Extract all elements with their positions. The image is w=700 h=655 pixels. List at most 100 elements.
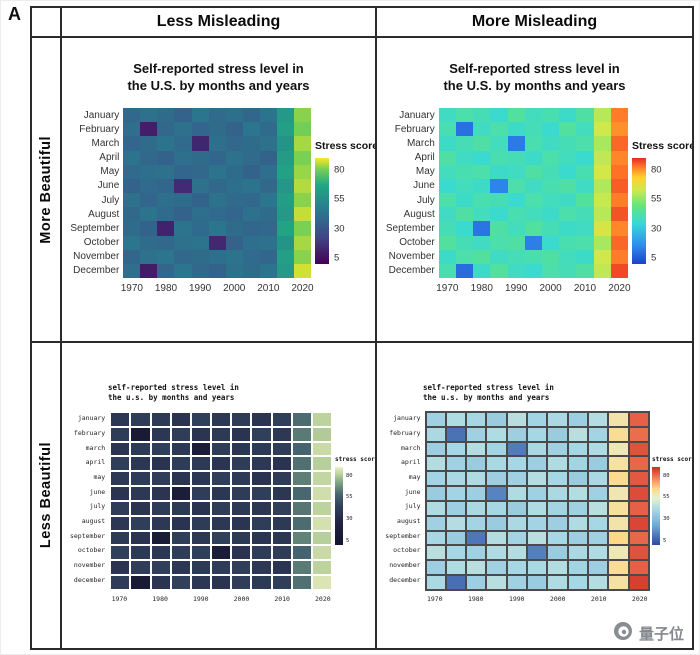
heatmap-cell [123,108,141,123]
heatmap-cell [593,263,611,278]
heatmap-cell [490,193,508,208]
legend-tick-label: 80 [346,472,353,479]
heatmap-cell [487,472,506,486]
legend: stress score 80 55 30 5 [652,411,692,545]
heatmap-cell [208,249,226,264]
heatmap-cell [191,531,211,545]
heatmap-cell [123,249,141,264]
heatmap-cell [446,472,466,486]
heatmap-cell [568,457,588,471]
heatmap-cell [232,472,251,486]
month-label: december [73,575,106,584]
heatmap-cell [312,576,331,589]
heatmap-cell [212,487,231,500]
heatmap-cell [455,122,474,137]
chart-body: january february march april may june july augu… [377,411,692,604]
heatmap-cell [576,235,594,250]
heatmap-cell [455,150,474,165]
heatmap-cell [426,546,445,560]
heatmap-cell [123,263,141,278]
legend-tick-label: 30 [651,223,662,235]
heatmap-cell [490,122,508,137]
heatmap-cell [252,457,271,471]
column-header-less-misleading: Less Misleading [62,8,377,38]
heatmap-grid [424,411,650,591]
heatmap-cell [507,249,525,264]
heatmap-cell [174,150,192,165]
heatmap-cell [191,427,211,441]
heatmap-cell [541,150,560,165]
heatmap-cell [559,164,577,179]
month-label: January [83,109,120,121]
heatmap-cell [490,207,508,222]
heatmap-cell [174,136,192,151]
heatmap-cell [528,516,547,530]
heatmap-cell [541,249,560,264]
legend-ticks: 80 55 30 5 [335,467,375,545]
legend-tick-label: 80 [334,164,345,176]
heatmap-cell [131,516,150,530]
month-label: may [93,472,106,481]
month-label: November [73,251,120,263]
heatmap-cell [524,221,542,236]
heatmap-cell [259,150,277,165]
heatmap-cell [252,516,271,530]
heatmap-cell [276,108,294,123]
heatmap-cell [593,235,611,250]
heatmap-cell [151,546,170,560]
heatmap-cell [589,487,608,500]
heatmap-cell [589,576,608,589]
heatmap-cell [609,531,628,545]
month-label: october [77,546,106,555]
heatmap-grid [109,411,333,591]
heatmap-cell [528,501,547,515]
heatmap-cell [171,413,190,426]
heatmap-cell [507,193,525,208]
heatmap-cell [140,263,158,278]
heatmap-cell [593,150,611,165]
heatmap-cell [473,221,491,236]
heatmap-cell [232,427,251,441]
heatmap-panel-bottom-left: self-reported stress level in the u.s. b… [62,383,375,648]
heatmap-cell [157,193,175,208]
heatmap-cell [191,122,209,137]
heatmap-cell [293,263,311,278]
heatmap-cell [252,472,271,486]
heatmap-cell [507,487,527,500]
heatmap-cell [490,263,508,278]
heatmap-cell [559,235,577,250]
heatmap-cell [171,576,190,589]
month-label: december [389,575,421,584]
heatmap-cell [473,193,491,208]
year-tick-label: 1970 [111,595,128,603]
heatmap-cell [507,413,527,426]
heatmap-cell [609,457,628,471]
legend-tick-label: 80 [663,472,670,479]
heatmap-cell [576,108,594,123]
heatmap-cell [212,576,231,589]
heatmap-cell [507,235,525,250]
year-tick-label: 2010 [257,283,280,294]
heatmap-cell [191,136,209,151]
heatmap-cell [610,108,628,123]
month-label: january [77,414,106,423]
heatmap-cell [292,516,311,530]
heatmap-cell [174,207,192,222]
heatmap-cell [157,136,175,151]
heatmap-cell [609,427,628,441]
heatmap-cell [191,472,211,486]
month-label: April [414,152,435,164]
plot-area: 1970 1980 1990 2000 2010 2020 [424,411,650,604]
heatmap-cell [446,576,466,589]
heatmap-cell [276,122,294,137]
heatmap-cell [140,108,158,123]
heatmap-cell [242,164,260,179]
month-label: may [408,472,421,481]
heatmap-cell [157,263,175,278]
heatmap-cell [259,178,277,193]
heatmap-cell [208,150,226,165]
heatmap-cell [111,457,130,471]
month-label: April [99,152,120,164]
heatmap-cell [191,487,211,500]
heatmap-panel-top-left: Self-reported stress level in the U.S. b… [62,60,375,341]
